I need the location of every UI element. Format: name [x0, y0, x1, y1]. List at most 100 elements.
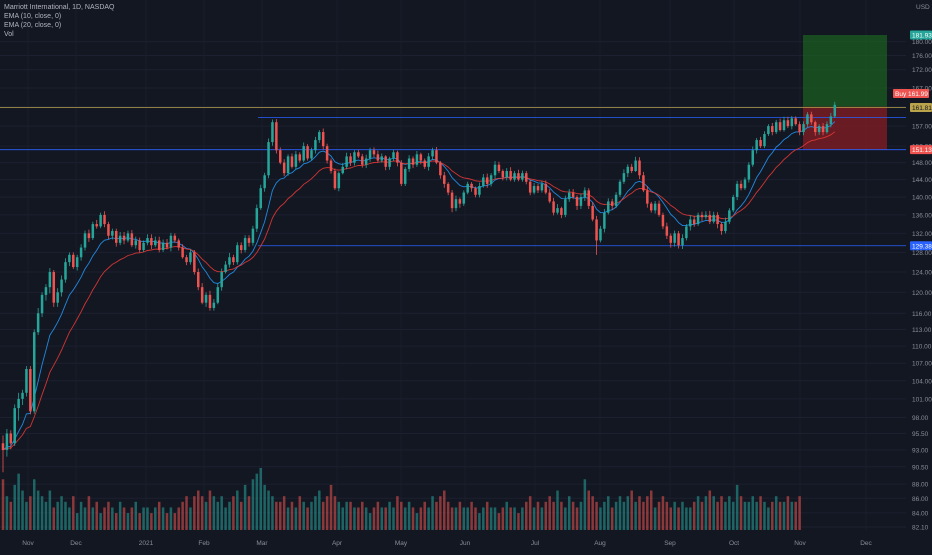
candle-body [239, 245, 243, 250]
volume-bar [220, 496, 223, 530]
candle-body [1, 443, 5, 450]
ema10-line [2, 121, 836, 451]
candle-body [48, 272, 52, 288]
volume-bar [271, 496, 274, 530]
candle-body [497, 164, 501, 172]
volume-bar [743, 501, 747, 530]
candle-body [677, 233, 680, 246]
y-tick-label: 116.00 [912, 311, 932, 318]
volume-bar [567, 496, 571, 530]
candle-body [56, 292, 59, 303]
candle-body [427, 156, 430, 167]
volume-bar [466, 507, 469, 530]
volume-bar [251, 479, 255, 530]
volume-bar [591, 496, 594, 530]
candle-body [95, 224, 98, 227]
candle-body [60, 279, 63, 293]
volume-bar [634, 501, 637, 530]
candle-body [474, 188, 477, 195]
volume-bar [771, 501, 774, 530]
candle-body [681, 238, 684, 246]
candle-body [204, 294, 208, 303]
volume-bar [384, 507, 387, 530]
volume-bar [458, 501, 462, 530]
volume-bar [197, 490, 200, 530]
candle-body [290, 156, 294, 167]
candle-body [634, 160, 637, 172]
candle-body [735, 183, 739, 197]
volume-bar [349, 501, 352, 530]
candle-body [579, 196, 583, 206]
candle-body [626, 166, 630, 174]
candle-body [829, 116, 833, 125]
volume-bar [21, 490, 24, 530]
volume-bar [75, 513, 79, 530]
candle-body [400, 162, 403, 184]
legend-symbol[interactable]: Marriott International, 1D, NASDAQ [4, 4, 115, 11]
volume-bar [165, 513, 169, 530]
volume-bar [380, 507, 384, 530]
y-tick-label: 93.00 [912, 447, 929, 454]
candle-body [357, 152, 360, 157]
y-tick-label: 136.00 [912, 212, 932, 219]
candle-body [36, 313, 40, 333]
position-zones[interactable] [803, 34, 887, 150]
volume-bar [583, 479, 587, 530]
x-tick-label: Apr [332, 540, 343, 547]
volume-bar [228, 501, 231, 530]
volume-bar [126, 513, 130, 530]
candle-body [794, 118, 797, 125]
candle-body [622, 173, 626, 182]
price-label-bg-target [910, 30, 932, 40]
volume-bar [646, 496, 649, 530]
volume-bar [712, 496, 715, 530]
candle-body [595, 219, 598, 241]
candle-body [638, 160, 641, 176]
volume-bar [247, 496, 251, 530]
legend-ema20[interactable]: EMA (20, close, 0) [4, 22, 62, 29]
volume-bar [216, 501, 220, 530]
candle-body [610, 201, 614, 206]
volume-bar [778, 501, 782, 530]
volume-bar [720, 496, 723, 530]
candle-body [403, 168, 407, 184]
candle-body [591, 205, 594, 220]
candle-body [763, 134, 766, 147]
legend-ema10[interactable]: EMA (10, close, 0) [4, 13, 62, 20]
volume-bar [419, 507, 423, 530]
y-tick-label: 98.00 [912, 415, 929, 422]
volume-bar [403, 507, 407, 530]
candle-body [388, 158, 391, 167]
y-tick-label: 101.00 [912, 396, 932, 403]
y-tick-label: 148.00 [912, 160, 932, 167]
y-tick-label: 95.50 [912, 431, 929, 438]
volume-bar [540, 507, 544, 530]
candle-body [646, 190, 649, 204]
volume-bar [763, 501, 766, 530]
volume-bar [17, 473, 20, 530]
candle-body [91, 224, 95, 239]
candle-body [731, 196, 735, 211]
volume-bar [107, 501, 110, 530]
candle-body [567, 192, 571, 200]
volume-bar [306, 507, 309, 530]
candle-body [810, 114, 813, 123]
volume-bar [345, 501, 348, 530]
volume-bar [571, 501, 575, 530]
candle-body [501, 171, 505, 178]
horizontal-levels[interactable] [0, 107, 906, 247]
volume-bar [735, 484, 739, 530]
candle-body [728, 210, 731, 222]
y-tick-label: 140.00 [912, 194, 932, 201]
candle-body [513, 173, 516, 180]
volume-bar [185, 496, 188, 530]
volume-bar [181, 501, 184, 530]
legend: Marriott International, 1D, NASDAQ EMA (… [4, 3, 115, 39]
candle-body [177, 240, 180, 248]
legend-volume[interactable]: Vol [4, 31, 14, 38]
candle-body [532, 186, 536, 193]
candle-body [341, 166, 344, 174]
candle-body [446, 183, 450, 193]
volume-bar [36, 490, 40, 530]
